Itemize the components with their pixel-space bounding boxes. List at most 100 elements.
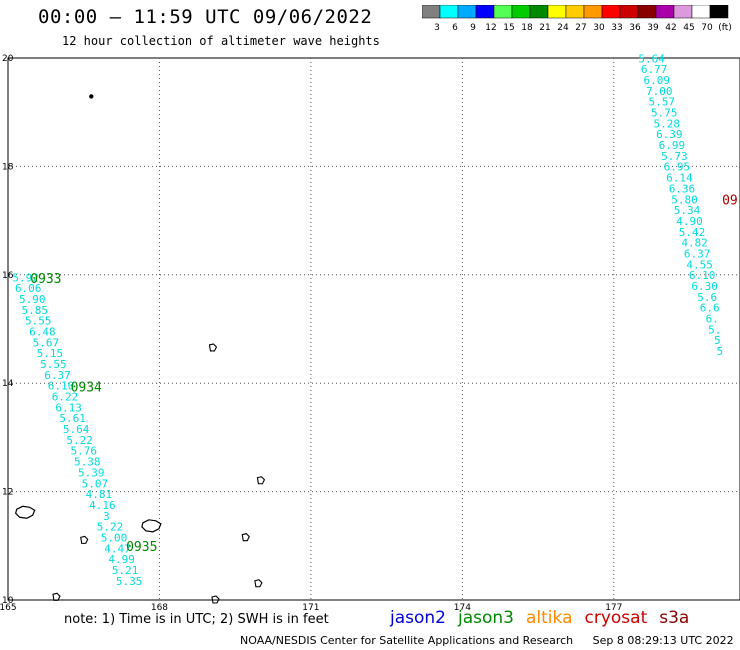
wave-height-label: 5.22 [97,521,124,534]
island-b [256,476,266,485]
lat-tick-label: 20 [2,54,14,64]
wave-height-label: 6.30 [691,280,718,293]
wave-height-label: 5.64 [638,52,665,65]
wave-height-label: 6.10 [689,269,716,282]
wave-height-label: 5.61 [59,412,86,425]
colorbar-label: 15 [503,23,514,33]
wave-height-label: 5.22 [66,434,93,447]
wave-height-label: 4.82 [681,237,708,250]
island-i [211,595,220,604]
island-d [141,519,162,533]
wave-height-label: 5.35 [116,575,143,588]
wave-height-label: 6.77 [641,63,668,76]
colorbar-label: 18 [521,23,533,33]
island-f [241,533,250,542]
wave-height-label: 5.55 [25,315,52,328]
wave-height-label: 5.80 [671,193,698,206]
wave-height-label: 6.48 [29,326,56,339]
footer-credit: NOAA/NESDIS Center for Satellite Applica… [240,634,734,647]
lat-tick-label: 16 [2,271,14,281]
colorbar-label: 39 [647,23,659,33]
wave-height-label: 5.34 [674,204,701,217]
wave-height-label: 5.55 [40,358,67,371]
wave-height-label: 5.28 [654,117,681,130]
lat-tick-label: 12 [2,488,13,498]
wave-height-label: 5.38 [74,456,101,469]
footer-timestamp: Sep 8 08:29:13 UTC 2022 [592,634,734,647]
satellite-jason2: jason2 [390,608,446,628]
island-h [52,592,61,601]
wave-height-label: 6.13 [55,401,82,414]
pass-time-label: 0934 [71,380,102,395]
lon-tick-label: 174 [454,603,471,613]
satellite-altika: altika [526,608,573,628]
colorbar-label: 3 [434,23,440,33]
footer-note: note: 1) Time is in UTC; 2) SWH is in fe… [64,612,329,627]
wave-height-label: 5.90 [19,293,46,306]
wave-height-label: 6.39 [656,128,683,141]
lon-tick-label: 171 [302,603,319,613]
lat-tick-label: 18 [2,162,14,172]
colorbar-label: 9 [470,23,476,33]
wave-height-label: 4.90 [676,215,703,228]
wave-height-label: 6.14 [666,172,693,185]
wave-height-label: 5.85 [22,304,49,317]
wave-height-label: 5.67 [33,336,60,349]
satellite-legend: jason2 jason3 altika cryosat s3a [390,608,701,628]
satellite-s3a: s3a [659,608,690,628]
pass-time-label: 0935 [126,540,157,555]
wave-height-label: 5.00 [101,531,128,544]
island-a [208,343,218,352]
colorbar-label: 21 [539,23,550,33]
wave-height-label: 6.99 [659,139,686,152]
wave-height-label: 5.75 [651,107,678,120]
wave-height-label: 5.64 [63,423,90,436]
satellite-cryosat: cryosat [584,608,648,628]
colorbar-label: 36 [629,23,641,33]
pass-time-label: 0933 [30,272,61,287]
lon-tick-label: 165 [0,603,17,613]
wave-height-label: 5.57 [649,96,676,109]
colorbar-label: 12 [485,23,496,33]
wave-height-label: 5.76 [70,445,97,458]
pass-time-label: 09 [722,193,738,208]
wave-height-label: 6.37 [44,369,71,382]
wave-height-label: 6.95 [664,161,691,174]
wave-height-label: 5.6 [697,291,717,304]
wave-height-label: 5 [714,334,721,347]
wave-height-label: 3 [103,510,110,523]
satellite-jason3: jason3 [458,608,514,628]
island-wake [89,94,94,99]
wave-height-label: 5.92 [12,271,39,284]
wave-height-label: 5. [708,323,721,336]
page-title: 00:00 – 11:59 UTC 09/06/2022 [38,6,373,28]
wave-height-label: 4.16 [89,499,116,512]
colorbar-label: 42 [665,23,676,33]
wave-height-label: 6.10 [48,380,75,393]
wave-height-label: 6.36 [669,182,696,195]
lon-tick-label: 177 [605,603,622,613]
colorbar-label: 33 [611,23,622,33]
wave-height-label: 6.6 [700,302,720,315]
wave-height-label: 6.06 [15,282,42,295]
map-frame [7,57,740,601]
colorbar-swatch [709,5,729,19]
wave-height-label: 7.00 [646,85,673,98]
colorbar-label: 6 [452,23,458,33]
wave-height-label: 4.47 [104,542,131,555]
colorbar-label: (ft) [718,23,732,33]
lon-tick-label: 168 [151,603,168,613]
wave-height-label: 6.22 [52,391,79,404]
colorbar-label: 30 [593,23,605,33]
page-subtitle: 12 hour collection of altimeter wave hei… [62,34,380,48]
wave-height-label: 5.42 [679,226,706,239]
wave-height-label: 5 [716,345,723,358]
wave-height-label: 4.99 [108,553,135,566]
colorbar-label: 24 [557,23,569,33]
wave-height-label: 5.07 [82,477,109,490]
wave-height-label: 6.09 [643,74,670,87]
wave-height-label: 6. [706,312,719,325]
wave-height-label: 5.15 [37,347,64,360]
wave-height-label: 4.55 [686,258,713,271]
